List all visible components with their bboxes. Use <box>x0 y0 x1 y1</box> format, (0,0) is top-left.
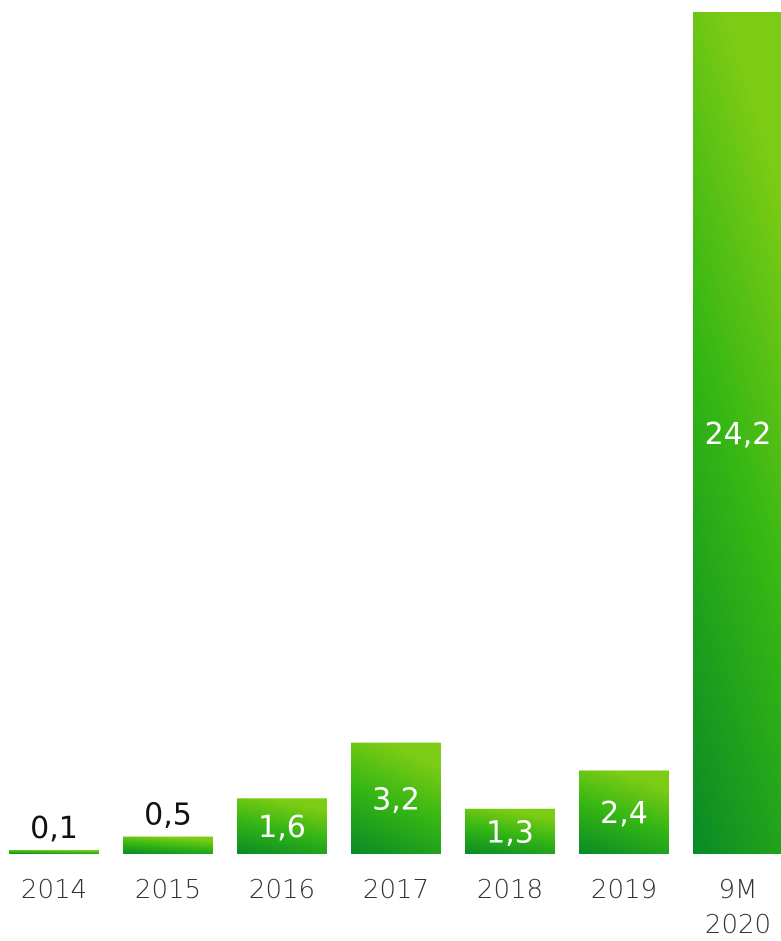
bar-2 <box>237 798 327 854</box>
bar-3 <box>351 742 441 854</box>
value-label-5: 2,4 <box>600 796 648 831</box>
category-label-1: 2015 <box>135 875 201 905</box>
value-label-6: 24,2 <box>705 417 772 452</box>
category-label-5: 2019 <box>591 875 657 905</box>
bars-group <box>9 12 781 854</box>
value-label-2: 1,6 <box>258 810 306 845</box>
category-labels-group: 2014 2015 2016 2017 2018 2019 9M 2020 <box>21 875 771 940</box>
bar-6 <box>693 12 781 854</box>
category-label-2: 2016 <box>249 875 315 905</box>
category-label-6: 9M 2020 <box>705 875 771 936</box>
bar-5 <box>579 770 669 854</box>
category-label-4: 2018 <box>477 875 543 905</box>
value-label-3: 3,2 <box>372 782 420 817</box>
category-label-0: 2014 <box>21 875 87 905</box>
value-label-0: 0,1 <box>30 811 78 846</box>
bar-4 <box>465 808 555 854</box>
bar-1 <box>123 836 213 854</box>
value-labels-group: 0,1 0,5 1,6 3,2 1,3 2,4 24,2 <box>30 417 771 850</box>
category-label-3: 2017 <box>363 875 429 905</box>
value-label-4: 1,3 <box>486 815 534 850</box>
value-label-1: 0,5 <box>144 798 192 833</box>
bar-0 <box>9 850 99 854</box>
